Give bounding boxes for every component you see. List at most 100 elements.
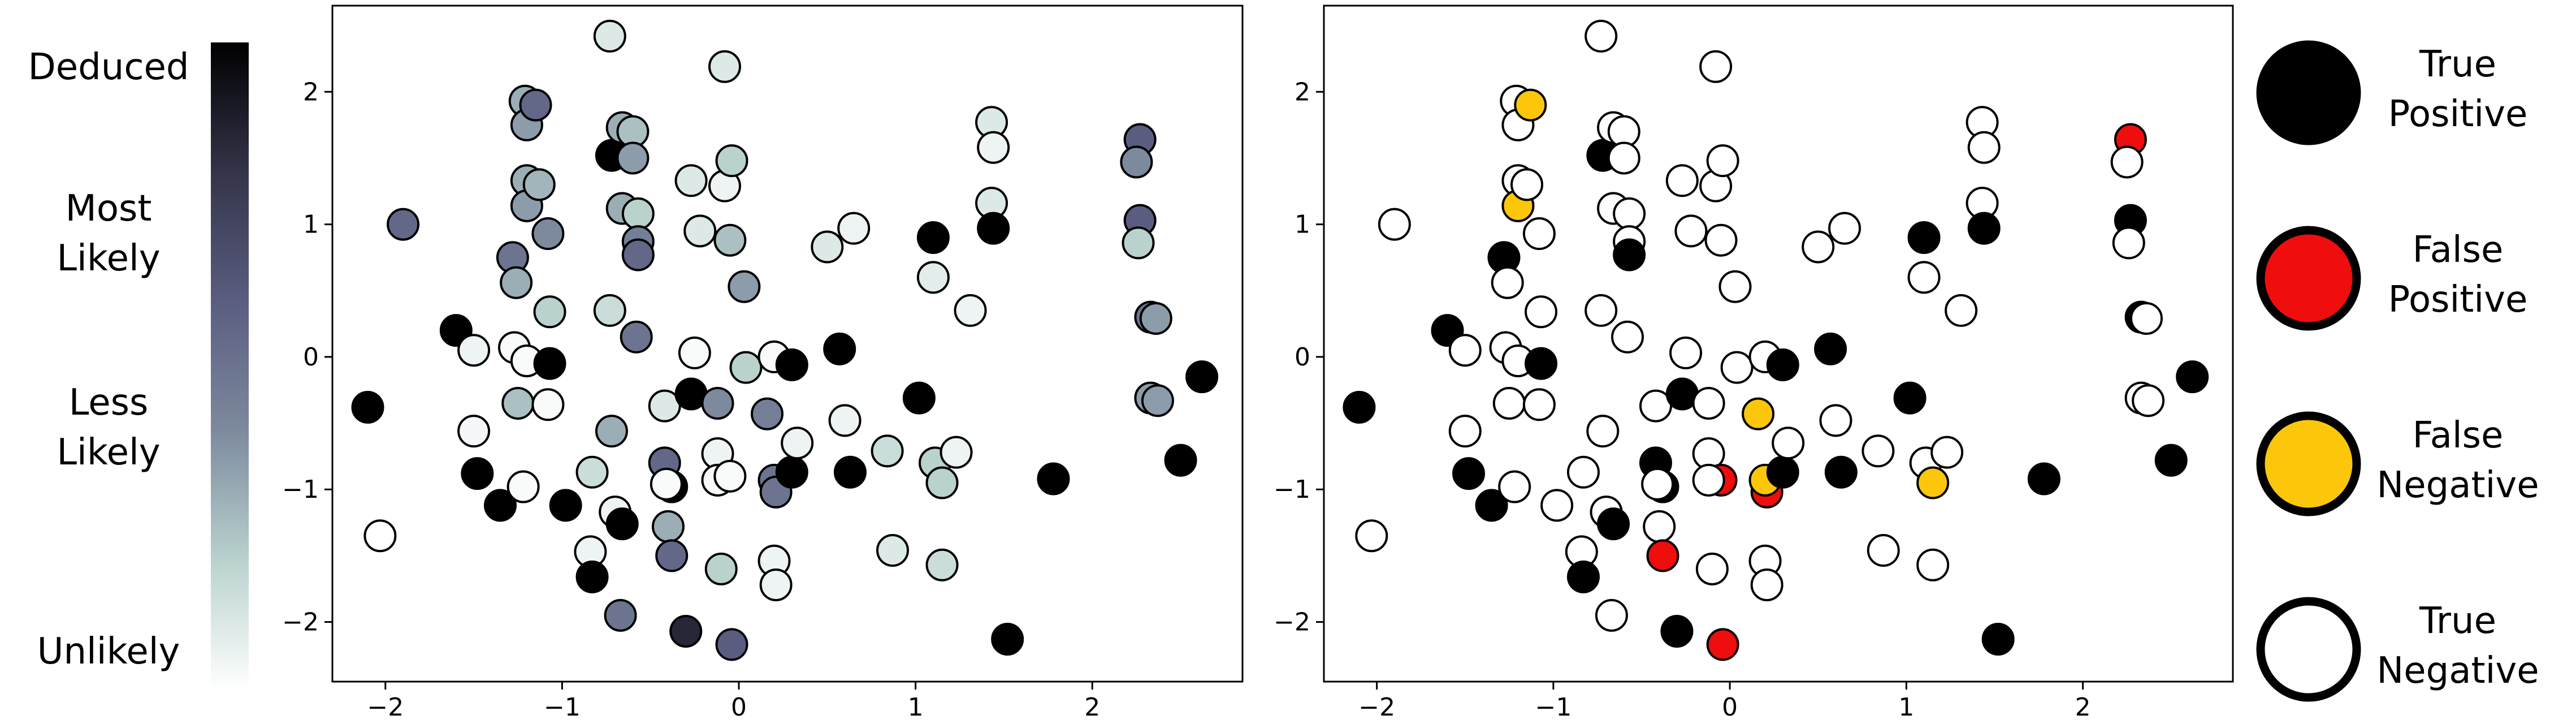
data-point (1692, 386, 1725, 420)
colorbar-label-deduced: Deduced (28, 46, 189, 88)
points-group (351, 19, 1219, 661)
y-tick-label: 0 (303, 343, 319, 372)
data-point (811, 230, 844, 264)
data-point (655, 539, 689, 572)
x-tick-label: 0 (1722, 693, 1738, 722)
data-point (595, 415, 628, 448)
data-point (457, 334, 491, 367)
data-point (713, 459, 747, 493)
y-tick-label: −1 (1274, 475, 1310, 504)
data-point (1037, 462, 1070, 496)
data-point (363, 519, 397, 553)
data-point (1141, 384, 1174, 417)
data-point (457, 415, 491, 448)
data-point (1498, 470, 1531, 503)
data-point (1586, 415, 1620, 448)
data-point (1355, 519, 1388, 553)
data-point (1343, 390, 1376, 424)
data-point (1584, 19, 1618, 53)
data-point (678, 336, 711, 369)
data-point (1867, 534, 1900, 567)
data-point (715, 628, 748, 661)
data-point (837, 212, 871, 245)
data-point (1122, 226, 1155, 260)
data-point (2130, 301, 2163, 335)
data-point (1916, 548, 1950, 581)
data-point (1185, 360, 1219, 394)
data-point (781, 427, 814, 460)
x-tick-label: −2 (1358, 693, 1395, 722)
y-tick-label: 2 (1295, 77, 1310, 106)
data-point (1607, 141, 1640, 175)
x-tick-label: −1 (544, 693, 581, 722)
data-point (729, 351, 763, 384)
data-point (1665, 164, 1699, 197)
data-point (1164, 443, 1197, 477)
legend-marker (2256, 226, 2361, 331)
data-point (902, 381, 936, 415)
scatter-panel-likelihood: −2 −1 0 1 2 −2 −1 0 1 2 (282, 5, 1244, 722)
data-point (701, 386, 734, 420)
y-tick-label: 2 (303, 77, 319, 106)
data-point (728, 270, 761, 303)
data-point (823, 332, 856, 365)
data-point (1491, 266, 1524, 299)
data-point (1720, 351, 1754, 384)
data-point (1514, 88, 1547, 122)
data-point (2112, 226, 2145, 260)
data-point (1706, 144, 1739, 178)
data-point (916, 221, 950, 255)
data-point (713, 223, 747, 257)
data-point (1704, 223, 1738, 257)
data-point (977, 212, 1010, 245)
data-point (1742, 397, 1775, 430)
data-point (621, 197, 655, 230)
data-point (1448, 334, 1482, 367)
data-point (1772, 427, 1805, 460)
data-point (1522, 217, 1556, 251)
data-point (925, 466, 959, 499)
data-point (1692, 463, 1725, 497)
scatter-panel-confusion: −2 −1 0 1 2 −2 −1 0 1 2 (1274, 5, 2234, 722)
data-point (387, 208, 420, 241)
data-point (604, 598, 637, 632)
data-point (1967, 131, 2001, 164)
y-tick-label: −1 (282, 475, 319, 504)
data-point (1660, 614, 1694, 648)
data-point (1766, 348, 1799, 381)
data-point (1613, 197, 1646, 230)
x-tick-label: −1 (1535, 693, 1571, 722)
data-point (1378, 208, 1411, 241)
data-point (1893, 381, 1926, 415)
data-point (1945, 294, 1978, 327)
data-point (1718, 270, 1752, 303)
data-point (1566, 455, 1600, 489)
data-point (1613, 238, 1646, 272)
data-point (1699, 50, 1733, 83)
data-point (1492, 386, 1526, 420)
data-point (1861, 434, 1895, 468)
y-tick-label: −2 (282, 608, 319, 637)
data-point (1452, 457, 1486, 490)
data-point (1930, 436, 1964, 469)
data-point (1611, 320, 1644, 354)
y-tick-label: −2 (1274, 608, 1310, 637)
data-point (704, 552, 738, 585)
x-tick-label: 1 (908, 693, 924, 722)
x-tick-label: 2 (1084, 693, 1100, 722)
legend-marker (2256, 40, 2361, 145)
data-point (833, 455, 867, 489)
data-point (621, 238, 655, 272)
data-point (616, 141, 650, 175)
legend-label-true-positive: True Positive (2388, 44, 2528, 136)
y-tick-label: 0 (1295, 343, 1310, 372)
data-point (351, 390, 384, 424)
points-group (1343, 19, 2209, 661)
data-point (593, 19, 626, 53)
data-point (1669, 336, 1703, 369)
data-point (1916, 466, 1950, 499)
data-point (775, 455, 808, 489)
data-point (683, 214, 717, 248)
data-point (461, 457, 494, 490)
